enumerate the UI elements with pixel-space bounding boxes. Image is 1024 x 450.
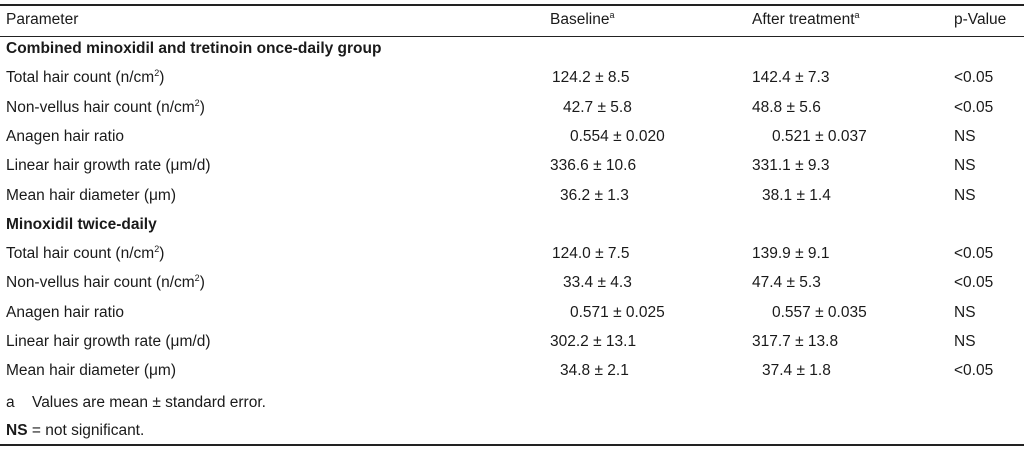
p-value-cell: <0.05	[954, 245, 994, 263]
parameter-label: Mean hair diameter (μm)	[6, 362, 177, 380]
parameter-label: Non-vellus hair count (n/cm	[6, 274, 195, 292]
p-value-cell: NS	[954, 333, 976, 350]
table-row: Total hair count (n/cm2) 124.2 ± 8.5 142.4…	[0, 66, 1024, 90]
p-value-cell: NS	[954, 186, 976, 204]
group-title: Minoxidil twice-daily	[6, 215, 157, 233]
header-p-value: p-Value	[954, 11, 1007, 28]
baseline-cell: 36.2 ± 1.3	[560, 186, 629, 204]
after-treatment-cell: 0.557 ± 0.035	[772, 303, 867, 321]
baseline-cell: 124.0 ± 7.5	[552, 245, 630, 263]
parameter-cell: Mean hair diameter (μm)	[6, 359, 176, 383]
after-treatment-cell: 142.4 ± 7.3	[752, 69, 830, 87]
header-baseline: Baselinea	[550, 8, 710, 32]
p-value-cell: NS	[954, 303, 976, 321]
header-after-label: After treatment	[752, 11, 855, 28]
baseline-cell: 34.8 ± 2.1	[560, 362, 629, 380]
parameter-cell: Linear hair growth rate (μm/d)	[6, 330, 210, 354]
p-value-cell: <0.05	[954, 362, 994, 380]
group-heading: Minoxidil twice-daily	[0, 213, 1024, 237]
header-baseline-footnote-mark: a	[609, 10, 615, 20]
parameter-label-tail: )	[159, 69, 165, 87]
p-value-cell: <0.05	[954, 98, 994, 116]
parameter-cell: Non-vellus hair count (n/cm2)	[6, 96, 205, 120]
p-value-cell: NS	[954, 157, 976, 175]
footnote-a-mark: a	[6, 394, 15, 411]
header-after-footnote-mark: a	[854, 10, 860, 20]
parameter-label: Anagen hair ratio	[6, 303, 125, 321]
after-treatment-cell: 317.7 ± 13.8	[752, 333, 839, 350]
table-row: Non-vellus hair count (n/cm2) 33.4 ± 4.3 4…	[0, 271, 1024, 295]
parameter-label-tail: )	[159, 245, 165, 263]
parameter-unit-exponent: 2	[194, 273, 200, 284]
after-treatment-cell: 38.1 ± 1.4	[762, 186, 831, 204]
footnote-ns-abbrev: NS	[6, 422, 28, 439]
table-row: Anagen hair ratio 0.571 ± 0.025 0.557 ± 0.…	[0, 301, 1024, 325]
parameter-cell: Total hair count (n/cm2)	[6, 242, 164, 266]
footnote-a: a Values are mean ± standard error.	[6, 392, 266, 414]
baseline-cell: 0.554 ± 0.020	[570, 127, 665, 145]
parameter-unit-exponent: 2	[154, 244, 160, 255]
parameter-cell: Anagen hair ratio	[6, 125, 124, 149]
footnote-ns-text: = not significant.	[27, 422, 145, 439]
p-value-cell: <0.05	[954, 69, 994, 87]
table-header-row: Parameter Baselinea After treatmenta p-V…	[0, 8, 1024, 32]
baseline-cell: 124.2 ± 8.5	[552, 69, 630, 87]
parameter-cell: Mean hair diameter (μm)	[6, 184, 176, 208]
parameter-label: Linear hair growth rate (μm/d)	[6, 157, 211, 175]
table-row: Non-vellus hair count (n/cm2) 42.7 ± 5.8 4…	[0, 96, 1024, 120]
p-value-cell: <0.05	[954, 274, 994, 292]
p-value-cell: NS	[954, 127, 976, 145]
header-parameter: Parameter	[6, 11, 79, 28]
parameter-label: Anagen hair ratio	[6, 127, 125, 145]
parameter-cell: Non-vellus hair count (n/cm2)	[6, 271, 205, 295]
baseline-cell: 336.6 ± 10.6	[550, 157, 637, 175]
after-treatment-cell: 139.9 ± 9.1	[752, 245, 830, 263]
table-top-rule	[0, 4, 1024, 6]
parameter-cell: Linear hair growth rate (μm/d)	[6, 154, 210, 178]
table-row: Total hair count (n/cm2) 124.0 ± 7.5 139.9…	[0, 242, 1024, 266]
footnote-ns: NS = not significant.	[6, 420, 144, 442]
baseline-cell: 0.571 ± 0.025	[570, 303, 665, 321]
after-treatment-cell: 47.4 ± 5.3	[752, 274, 821, 292]
after-treatment-cell: 0.521 ± 0.037	[772, 127, 867, 145]
baseline-cell: 302.2 ± 13.1	[550, 333, 637, 350]
parameter-label: Total hair count (n/cm	[6, 245, 155, 263]
table-bottom-rule	[0, 444, 1024, 446]
group-title: Combined minoxidil and tretinoin once-da…	[6, 40, 382, 57]
parameter-label: Total hair count (n/cm	[6, 69, 155, 87]
parameter-label: Mean hair diameter (μm)	[6, 186, 177, 204]
after-treatment-cell: 331.1 ± 9.3	[752, 157, 830, 175]
header-baseline-label: Baseline	[550, 11, 610, 28]
table-row: Linear hair growth rate (μm/d) 302.2 ± 13…	[0, 330, 1024, 354]
parameter-label: Non-vellus hair count (n/cm	[6, 98, 195, 116]
table-row: Mean hair diameter (μm) 36.2 ± 1.3 38.1 ± …	[0, 184, 1024, 208]
baseline-cell: 33.4 ± 4.3	[563, 274, 632, 292]
table-row: Linear hair growth rate (μm/d) 336.6 ± 10…	[0, 154, 1024, 178]
after-treatment-cell: 37.4 ± 1.8	[762, 362, 831, 380]
parameter-cell: Total hair count (n/cm2)	[6, 66, 164, 90]
parameter-unit-exponent: 2	[194, 97, 200, 108]
after-treatment-cell: 48.8 ± 5.6	[752, 98, 821, 116]
parameter-label-tail: )	[199, 274, 205, 292]
parameter-unit-exponent: 2	[154, 68, 160, 79]
table-header-rule	[0, 36, 1024, 37]
baseline-cell: 42.7 ± 5.8	[563, 98, 632, 116]
parameter-cell: Anagen hair ratio	[6, 301, 124, 325]
group-heading: Combined minoxidil and tretinoin once-da…	[0, 37, 1024, 61]
table-row: Mean hair diameter (μm) 34.8 ± 2.1 37.4 ± …	[0, 359, 1024, 383]
header-after-treatment: After treatmenta	[752, 8, 912, 32]
footnote-a-text: Values are mean ± standard error.	[32, 394, 266, 411]
parameter-label-tail: )	[199, 98, 205, 116]
table-row: Anagen hair ratio 0.554 ± 0.020 0.521 ± 0.…	[0, 125, 1024, 149]
parameter-label: Linear hair growth rate (μm/d)	[6, 333, 211, 350]
